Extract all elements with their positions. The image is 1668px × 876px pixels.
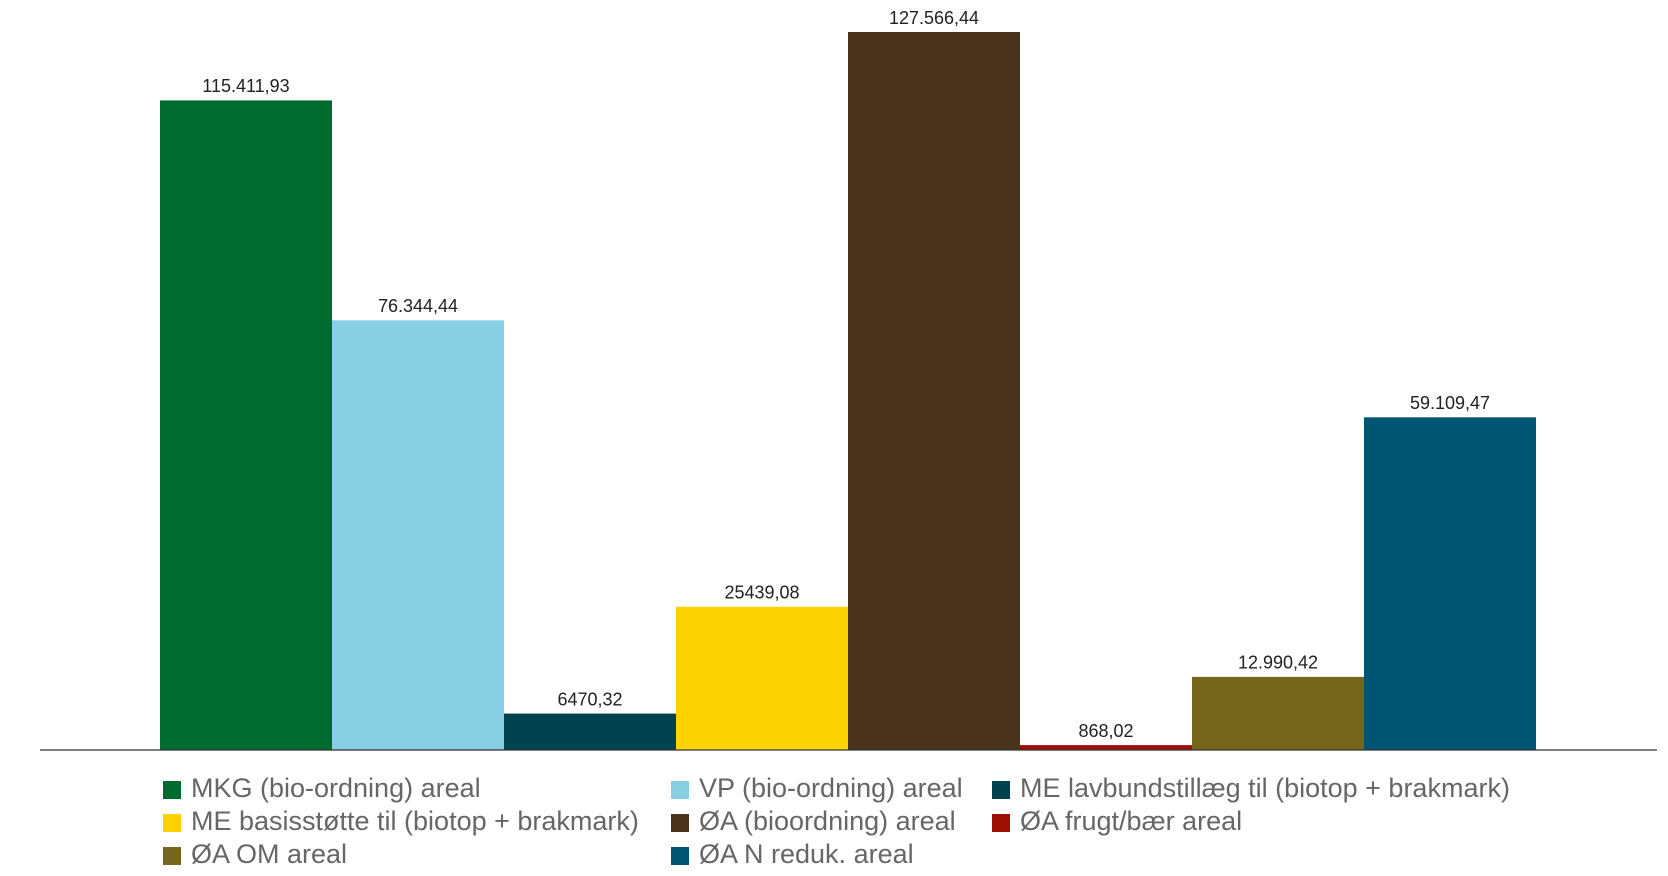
bar (676, 606, 848, 750)
bar (848, 32, 1020, 750)
value-label: 6470,32 (557, 689, 622, 709)
legend-label: VP (bio-ordning) areal (699, 773, 963, 803)
legend-swatch (163, 847, 181, 865)
bar (504, 713, 676, 750)
value-label: 59.109,47 (1410, 393, 1490, 413)
legend-label: ME basisstøtte til (biotop + brakmark) (191, 806, 639, 836)
legend-label: ØA frugt/bær areal (1020, 806, 1242, 836)
bar (1192, 676, 1364, 750)
legend-label: ØA N reduk. areal (699, 839, 914, 869)
legend-label: MKG (bio-ordning) areal (191, 773, 481, 803)
bar (160, 100, 332, 750)
value-label: 115.411,93 (202, 76, 289, 96)
legend-swatch (992, 814, 1010, 832)
legend-swatch (992, 781, 1010, 799)
value-label: 868,02 (1078, 721, 1133, 741)
bar (332, 320, 504, 750)
legend-swatch (163, 814, 181, 832)
value-label: 25439,08 (724, 583, 799, 603)
value-label: 12.990,42 (1238, 653, 1318, 673)
bar (1364, 417, 1536, 750)
legend-label: ME lavbundstillæg til (biotop + brakmark… (1020, 773, 1510, 803)
value-label: 76.344,44 (378, 296, 458, 316)
legend-label: ØA (bioordning) areal (699, 806, 956, 836)
legend-swatch (671, 814, 689, 832)
legend-label: ØA OM areal (191, 839, 347, 869)
bar (1020, 745, 1192, 750)
legend-swatch (671, 847, 689, 865)
legend-swatch (671, 781, 689, 799)
value-label: 127.566,44 (889, 8, 979, 28)
legend-swatch (163, 781, 181, 799)
